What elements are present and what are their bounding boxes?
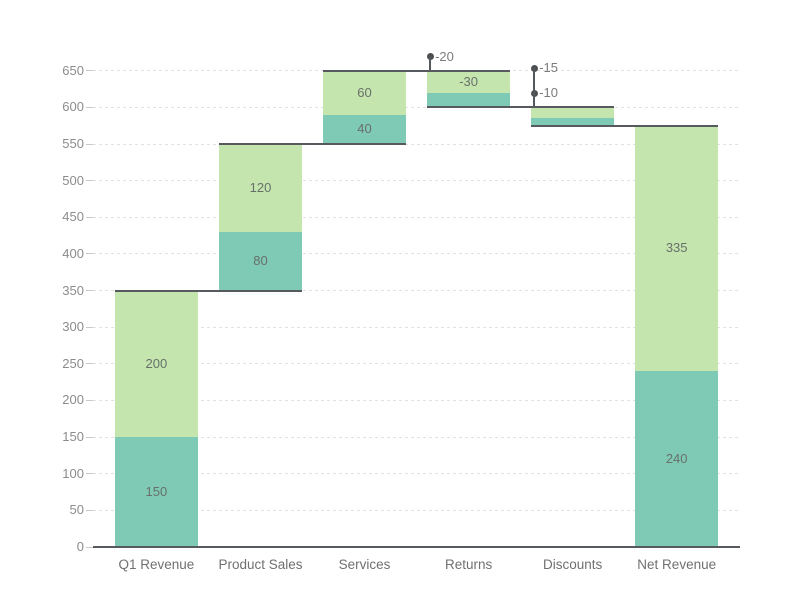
x-axis-category-label: Services (338, 557, 391, 572)
bar-segment-label: 40 (357, 121, 372, 137)
gridline (93, 216, 740, 218)
y-axis-tick (86, 180, 93, 182)
y-axis-tick (86, 473, 93, 475)
y-axis-tick (86, 106, 93, 108)
outside-value-label: -15 (539, 60, 558, 76)
y-axis-tick (86, 290, 93, 291)
connector-line (323, 69, 511, 72)
connector-line (531, 124, 719, 127)
bar-segment-label: 335 (665, 240, 688, 256)
outside-value-label: -10 (539, 85, 558, 101)
bar-segment-series-1[interactable] (635, 371, 719, 547)
bar-segment-series-1[interactable] (323, 114, 406, 144)
gridline (93, 363, 740, 365)
gridline (93, 399, 740, 401)
bar-segment-label: 120 (249, 179, 272, 195)
connector-line (219, 143, 407, 145)
y-axis-tick (86, 253, 93, 255)
x-axis-category-label: Discounts (542, 557, 603, 572)
gridline (93, 436, 740, 438)
gridline (93, 143, 740, 145)
bar-segment-series-2[interactable] (635, 125, 719, 372)
bar-segment-series-1[interactable] (427, 92, 511, 108)
y-axis-tick-label: 400 (62, 245, 84, 261)
y-axis-tick-label: 200 (62, 392, 84, 408)
y-axis-tick-label: 300 (62, 319, 84, 335)
x-axis-category-label: Q1 Revenue (118, 557, 195, 572)
y-axis-tick-label: 0 (76, 539, 84, 554)
y-axis-tick (86, 509, 93, 511)
bar-segment-label: 200 (145, 355, 168, 371)
y-axis-tick-label: 500 (62, 172, 84, 188)
x-axis-category-label: Product Sales (218, 557, 303, 572)
y-axis-tick (86, 70, 93, 72)
y-axis-tick-label: 350 (62, 282, 84, 298)
bar-segment-series-1[interactable] (219, 231, 302, 291)
gridline (93, 180, 740, 182)
gridline (93, 509, 740, 511)
gridline (93, 290, 740, 291)
bar-segment-label: 150 (145, 484, 168, 499)
leader-line (429, 56, 432, 71)
connector-line (114, 289, 302, 292)
x-axis-category-label: Returns (444, 557, 493, 572)
gridline (93, 326, 740, 328)
gridline (93, 106, 740, 108)
connector-line (427, 106, 615, 109)
y-axis-tick (86, 436, 93, 438)
y-axis-tick (86, 143, 93, 145)
y-axis-tick-label: 50 (69, 502, 84, 518)
outside-value-label: -20 (435, 48, 454, 64)
y-axis-tick (86, 326, 93, 328)
leader-line (533, 68, 536, 108)
bar-segment-series-2[interactable] (531, 107, 615, 119)
x-axis-category-label: Net Revenue (637, 557, 717, 572)
y-axis-tick (86, 399, 93, 401)
y-axis-tick (86, 546, 93, 548)
bar-segment-series-1[interactable] (531, 118, 615, 126)
y-axis-tick-label: 450 (62, 209, 84, 225)
y-axis-tick (86, 363, 93, 365)
y-axis-tick-label: 600 (62, 99, 84, 115)
y-axis-tick-label: 550 (62, 136, 84, 151)
y-axis-tick-label: 250 (62, 355, 84, 371)
bar-segment-series-2[interactable] (323, 70, 406, 115)
bar-segment-label: -30 (459, 73, 478, 89)
bar-segment-series-2[interactable] (219, 144, 302, 232)
bar-segment-label: 80 (253, 253, 268, 269)
y-axis-tick-label: 150 (62, 429, 84, 445)
x-axis-line (93, 546, 740, 548)
gridline (93, 253, 740, 255)
y-axis-tick-label: 650 (62, 62, 84, 78)
bar-segment-series-1[interactable] (114, 437, 198, 547)
bar-segment-label: 60 (357, 84, 372, 100)
bar-segment-series-2[interactable] (427, 70, 511, 93)
y-axis-tick-label: 100 (62, 465, 84, 481)
bar-segment-label: 240 (665, 451, 688, 467)
y-axis-tick (86, 216, 93, 218)
gridline (93, 473, 740, 475)
bar-segment-series-2[interactable] (114, 290, 198, 438)
